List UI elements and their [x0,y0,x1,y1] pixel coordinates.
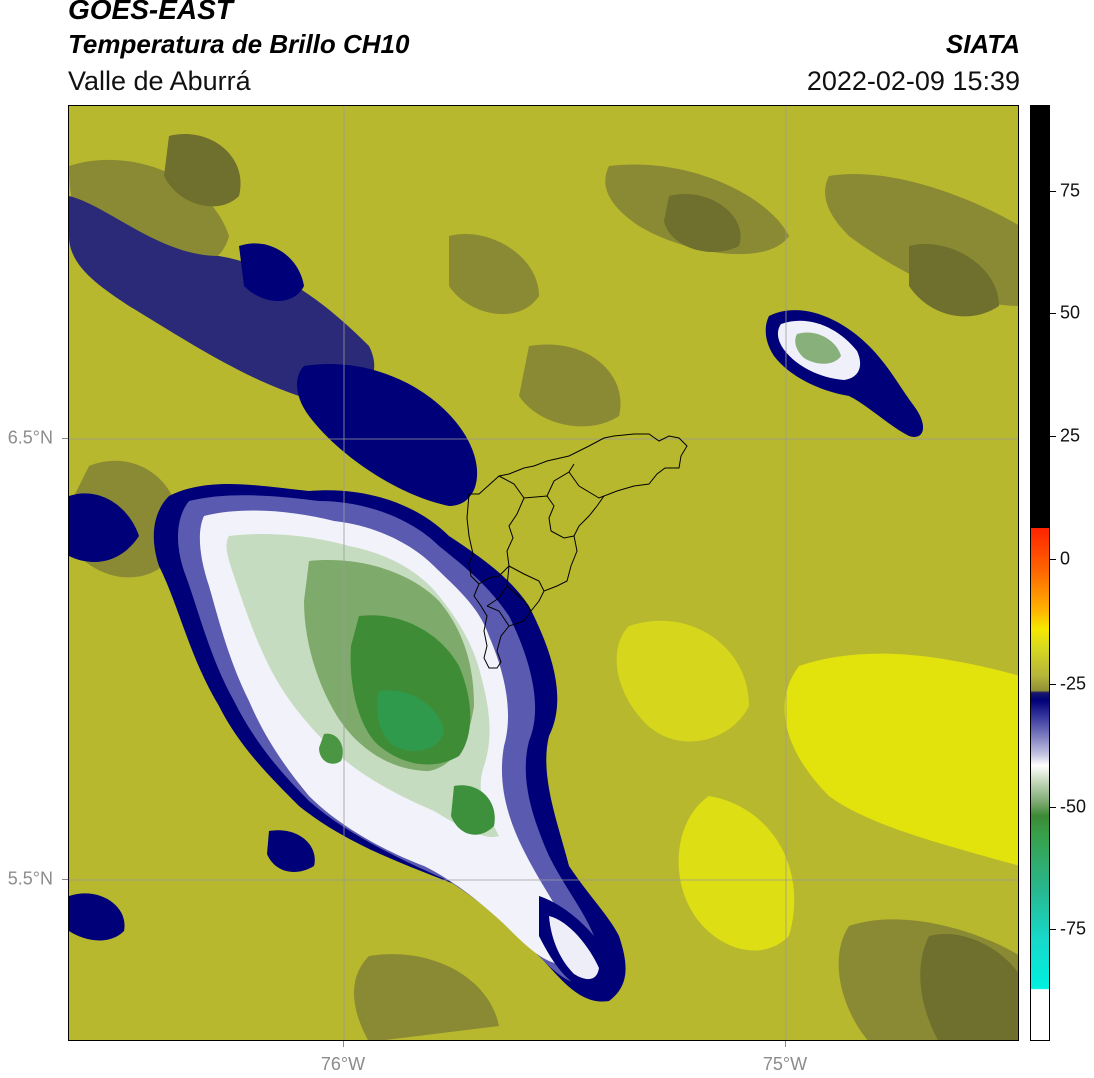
brand-label: SIATA [945,29,1020,59]
colorbar-tick [1050,684,1056,685]
navy-cloud-blob [69,893,125,941]
colorbar-label-0: 0 [1060,548,1071,569]
colorbar-label-minus25: -25 [1060,673,1087,694]
navy-cloud-blob [267,830,315,873]
lat-label-6.5: 6.5°N [7,427,53,448]
dark-olive-patches [164,134,1018,1040]
bright-yellow-region [784,653,1018,866]
graticule [69,106,1018,1040]
region-subtitle: Valle de Aburrá [68,66,251,96]
colorbar-tick [1050,929,1056,930]
temperature-colorbar [1030,105,1050,1041]
lon-label-76: 76°W [320,1054,366,1074]
lat-label-5.5: 5.5°N [7,868,53,889]
satellite-title: GOES-EAST [68,0,233,25]
colorbar-label-50: 50 [1060,302,1081,323]
lon-label-75: 75°W [762,1054,808,1074]
municipality-boundaries [466,433,688,669]
colorbar-label-75: 75 [1060,180,1081,201]
colorbar-tick [1050,559,1056,560]
colorbar-tick [1050,313,1056,314]
navy-cloud-band [69,493,139,562]
navy-cloud-band [297,364,478,506]
bright-yellow-region [678,796,795,951]
lon-tick [785,1041,786,1047]
convective-core-teal [377,690,444,751]
colorbar-label-minus75: -75 [1060,918,1087,939]
convective-core-green [451,785,495,835]
lon-tick [343,1041,344,1047]
channel-title: Temperatura de Brillo CH10 [68,29,410,59]
bright-yellow-region [616,620,749,742]
lat-tick [62,879,68,880]
colorbar-tick [1050,191,1056,192]
navy-cloud-band [69,196,375,399]
colorbar-label-25: 25 [1060,425,1081,446]
cloud-tail-white [549,916,599,980]
navy-cloud-band [239,243,304,301]
colorbar-tick [1050,807,1056,808]
isolated-cell-green [795,332,841,364]
brightness-temperature-map [68,105,1019,1041]
timestamp-label: 2022-02-09 15:39 [806,66,1020,96]
colorbar-label-minus50: -50 [1060,796,1087,817]
colorbar-tick [1050,436,1056,437]
convective-core-green [319,733,343,764]
lat-tick [62,438,68,439]
